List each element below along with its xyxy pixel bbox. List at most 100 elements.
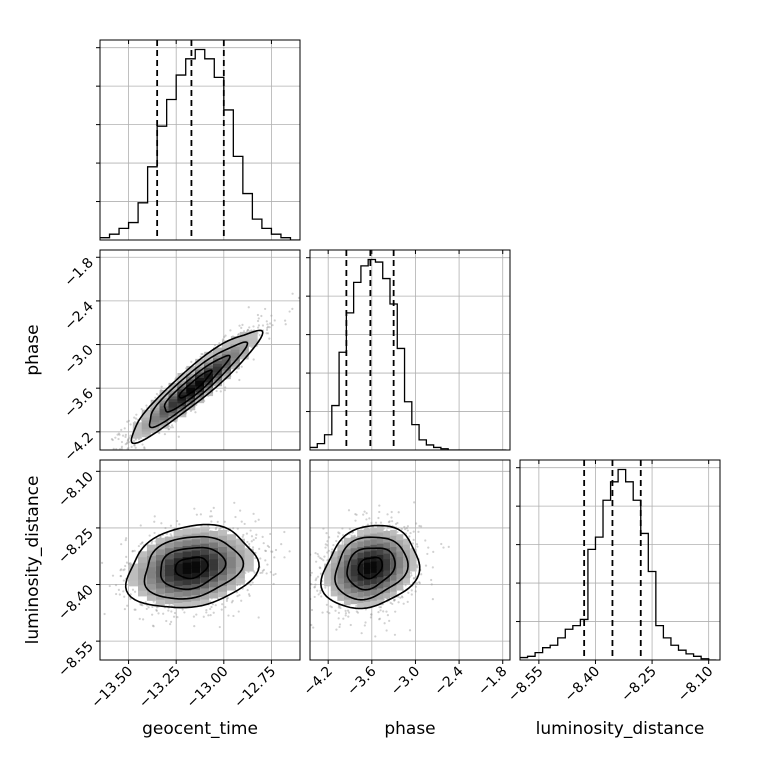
sample-point: [212, 611, 215, 614]
density-cell: [376, 582, 384, 589]
density-cell: [200, 576, 210, 583]
sample-point: [153, 520, 156, 523]
sample-point: [327, 536, 331, 539]
sample-point: [227, 614, 230, 617]
density-cell: [138, 573, 147, 580]
density-cell: [350, 575, 358, 582]
sample-point: [378, 510, 381, 514]
y-tick-label-luminosity_distance: −8.40: [55, 582, 97, 624]
contour-2: [143, 535, 245, 600]
sample-point: [303, 594, 305, 596]
sample-point: [90, 575, 92, 577]
density-cell: [390, 563, 397, 570]
density-cell: [363, 567, 371, 574]
sample-point: [289, 599, 291, 601]
sample-point: [225, 599, 229, 602]
sample-point: [209, 515, 212, 518]
density-cell: [376, 548, 384, 555]
density-cell: [376, 532, 384, 539]
density-cell: [330, 579, 338, 586]
sample-point: [238, 378, 241, 382]
sample-point: [250, 540, 253, 543]
density-cell: [141, 409, 151, 418]
density-cell: [191, 561, 201, 568]
density-cell: [146, 594, 156, 601]
sample-point: [127, 457, 129, 459]
sample-point: [382, 610, 385, 613]
density-cell: [343, 554, 351, 561]
sample-point: [410, 574, 413, 577]
density-cell: [343, 548, 351, 555]
sample-point: [176, 616, 179, 619]
sample-point: [261, 535, 264, 538]
density-cell: [200, 593, 210, 600]
sample-point: [383, 622, 386, 625]
sample-point: [341, 542, 344, 545]
sample-point: [319, 567, 322, 570]
density-cell: [357, 552, 364, 559]
sample-point: [133, 444, 136, 447]
x-tick-label-luminosity_distance: −8.10: [675, 664, 717, 706]
density-cell: [209, 570, 219, 577]
sample-point: [264, 549, 267, 552]
sample-point: [355, 604, 358, 607]
sample-point: [118, 433, 121, 436]
density-cell: [370, 583, 377, 590]
density-cell: [200, 548, 210, 555]
density-cell: [200, 588, 210, 594]
contour-3: [130, 329, 264, 445]
sample-point: [209, 607, 212, 611]
sample-point: [151, 613, 154, 616]
density-cell: [182, 528, 192, 535]
sample-point: [100, 561, 104, 564]
sample-point: [90, 487, 92, 489]
sample-point: [242, 330, 246, 333]
sample-point: [270, 550, 273, 553]
sample-point: [210, 605, 213, 609]
sample-point: [379, 521, 383, 524]
sample-point: [215, 526, 218, 529]
sample-point: [360, 632, 363, 635]
sample-point: [140, 407, 143, 411]
hist-panel-luminosity_distance: [516, 460, 720, 660]
sample-point: [379, 609, 382, 612]
sample-point: [306, 558, 308, 560]
sample-point: [313, 595, 316, 599]
sample-point: [337, 606, 340, 609]
sample-point: [103, 612, 106, 616]
sample-point: [283, 530, 286, 534]
x-axis-label-luminosity_distance: luminosity_distance: [536, 719, 705, 739]
density-cell: [350, 553, 358, 560]
sample-point: [291, 307, 294, 310]
sample-point: [168, 604, 171, 607]
sample-point: [170, 620, 173, 623]
sample-point: [237, 332, 240, 336]
density-cell: [155, 588, 165, 595]
density-cell: [383, 581, 391, 588]
sample-point: [412, 538, 415, 541]
sample-point: [219, 390, 222, 393]
sample-point: [388, 619, 391, 622]
density-cell: [324, 563, 331, 570]
sample-point: [114, 584, 118, 587]
sample-point: [342, 617, 345, 620]
sample-point: [241, 323, 244, 326]
density-cell: [363, 601, 371, 608]
sample-point: [122, 579, 125, 582]
density-cell: [138, 562, 147, 569]
y-tick-label-phase: −2.4: [61, 298, 96, 333]
sample-point: [236, 333, 240, 337]
sample-point: [391, 520, 394, 523]
sample-point: [426, 552, 429, 556]
sample-point: [128, 441, 131, 444]
hist-luminosity_distance-frame: [519, 459, 721, 661]
sample-point: [109, 453, 111, 455]
density-cell: [218, 574, 228, 581]
density-cell: [396, 584, 404, 591]
sample-point: [316, 575, 320, 578]
density-cell: [363, 528, 371, 535]
sample-point: [153, 531, 156, 535]
sample-point: [155, 392, 158, 396]
scatter-phase-luminosity_distance-frame: [309, 459, 511, 661]
sample-point: [224, 606, 227, 609]
